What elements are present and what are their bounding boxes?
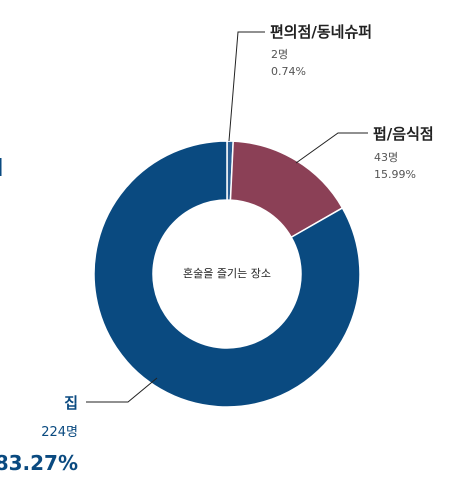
- count-label-pub: 43명: [374, 151, 398, 164]
- leader-line-pub: [295, 132, 368, 164]
- slice-home: [93, 140, 361, 408]
- percent-label-home: 83.27%: [0, 451, 78, 475]
- category-label-convenience: 편의점/동네슈퍼: [270, 23, 372, 41]
- center-label: 혼술을 즐기는 장소: [183, 267, 271, 280]
- edge-mark: [0, 158, 2, 176]
- slices-group: [93, 140, 361, 408]
- leader-line-home: [86, 377, 158, 403]
- category-label-pub: 펍/음식점: [373, 125, 434, 143]
- leader-line-convenience: [228, 31, 265, 142]
- count-label-convenience: 2명: [271, 48, 288, 61]
- percent-label-pub: 15.99%: [374, 168, 416, 181]
- percent-label-convenience: 0.74%: [271, 65, 306, 78]
- count-label-home: 224명: [41, 425, 78, 440]
- category-label-home: 집: [64, 394, 78, 412]
